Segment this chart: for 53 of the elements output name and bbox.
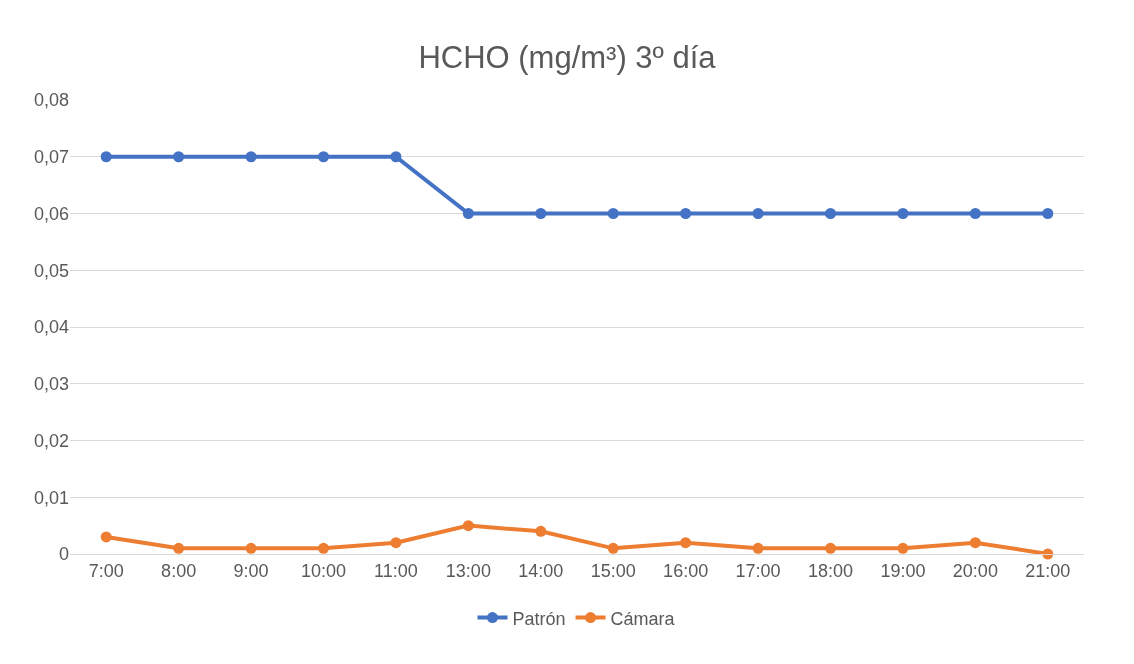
x-tick-label: 7:00 [88,560,124,581]
x-tick-label: 14:00 [518,560,564,581]
point [390,151,402,163]
y-tick-label: 0,02 [33,430,69,451]
x-tick-label: 21:00 [1025,560,1071,581]
point [825,542,836,554]
point [897,208,909,219]
y-tick-label: 0,03 [33,374,69,395]
point [100,151,112,163]
point [680,537,692,549]
point [100,531,112,543]
point [969,537,981,549]
y-tick-label: 0,05 [33,260,69,281]
y-tick-label: 0,08 [33,90,69,111]
point [173,151,185,163]
point [245,151,257,163]
point [607,208,619,219]
x-tick-label: 9:00 [233,560,269,581]
x-tick-label: 10:00 [300,560,347,581]
point [245,542,257,554]
point [390,537,402,549]
point [825,208,836,219]
x-tick-label: 13:00 [445,560,491,581]
y-tick-label: 0,04 [33,317,69,338]
point [1042,208,1054,219]
x-tick-label: 17:00 [735,560,781,581]
point [318,542,329,554]
point [535,208,547,219]
x-tick-label: 11:00 [374,560,418,581]
x-tick-label: 20:00 [952,560,998,581]
legend-label: Patrón [512,608,566,629]
point [462,520,474,532]
x-tick-label: 15:00 [590,560,636,581]
point [462,208,474,219]
point [535,525,547,537]
x-tick-label: 16:00 [663,560,709,581]
point [752,542,764,554]
point [897,542,909,554]
y-tick-label: 0,01 [33,487,69,508]
x-tick-label: 18:00 [807,560,854,581]
point [607,542,619,554]
y-tick-label: 0,06 [33,203,69,224]
x-tick-label: 19:00 [880,560,926,581]
x-tick-label: 8:00 [161,560,197,581]
point [173,542,185,554]
point [680,208,692,219]
y-tick-label: 0,07 [33,147,69,168]
point [752,208,764,219]
point [318,151,329,163]
point [969,208,981,219]
y-tick-label: 0 [58,544,69,565]
legend-label: Cámara [610,608,676,629]
chart-title: HCHO (mg/m³) 3º día [418,40,717,76]
